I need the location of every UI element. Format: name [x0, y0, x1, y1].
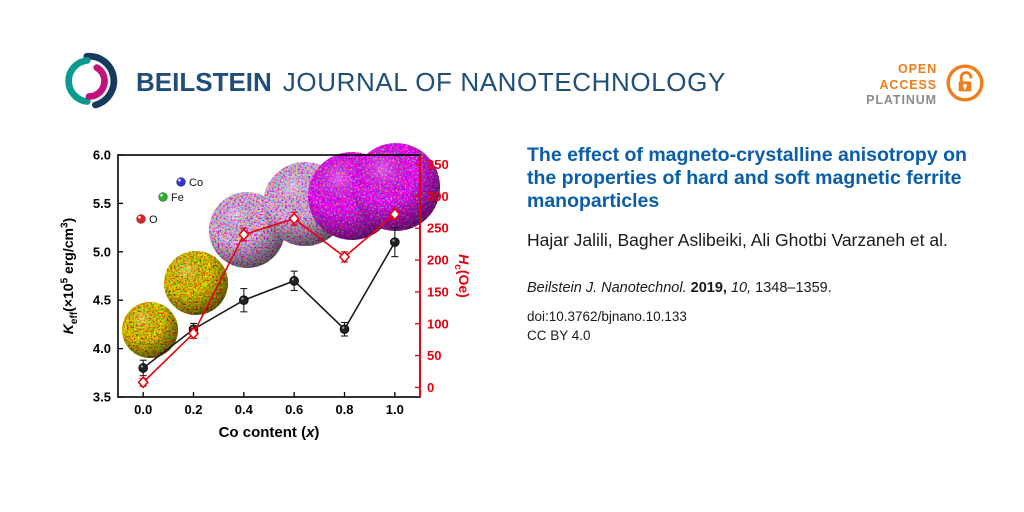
- y-right-tick-label: 350: [427, 157, 449, 172]
- article-meta: The effect of magneto-crystalline anisot…: [527, 144, 989, 343]
- series-hc: [137, 207, 401, 389]
- y-right-tick-label: 200: [427, 253, 449, 268]
- x-tick-label: 0.6: [285, 402, 303, 417]
- y-axis-label-right: Hc(Oe): [452, 254, 472, 298]
- open-access-label-platinum: PLATINUM: [866, 93, 937, 108]
- y-left-tick-label: 5.0: [93, 244, 111, 259]
- article-title[interactable]: The effect of magneto-crystalline anisot…: [527, 144, 967, 212]
- nanoparticle-sphere: [164, 251, 228, 315]
- legend-item-fe: Fe: [158, 192, 184, 204]
- x-tick-label: 1.0: [386, 402, 404, 417]
- beilstein-swirl-icon: [65, 52, 118, 109]
- legend-label: O: [149, 214, 158, 226]
- citation-year: 2019,: [690, 280, 727, 297]
- y-left-tick-label: 5.5: [93, 196, 111, 211]
- legend-item-o: O: [136, 214, 158, 226]
- article-license: CC BY 4.0: [527, 328, 591, 344]
- open-lock-icon: [944, 62, 986, 109]
- y-right-tick-label: 0: [427, 380, 434, 395]
- article-doi[interactable]: doi:10.3762/bjnano.10.133: [527, 309, 687, 325]
- y-right-tick-label: 300: [427, 189, 449, 204]
- beilstein-logo-icon: [58, 50, 120, 112]
- brand-subtitle: JOURNAL OF NANOTECHNOLOGY: [282, 67, 726, 97]
- citation-journal: Beilstein J. Nanotechnol.: [527, 280, 687, 297]
- legend-label: Fe: [171, 192, 184, 204]
- open-access-labels: OPEN ACCESS PLATINUM: [866, 62, 937, 109]
- open-access-badge: OPEN ACCESS PLATINUM: [866, 62, 986, 109]
- nanoparticle-sphere: [122, 302, 178, 358]
- y-axis-label-left: Keff(×105 erg/cm3): [60, 218, 80, 334]
- article-authors: Hajar Jalili, Bagher Aslibeiki, Ali Ghot…: [527, 230, 948, 251]
- x-tick-label: 0.2: [184, 402, 202, 417]
- chart-canvas: Co Fe O 0.0 0.2 0.4 0.6 0.8 1.0 3.5 4.0 4.5 5.0 5.5 6.…: [60, 143, 472, 441]
- brand-name: BEILSTEIN: [136, 67, 272, 97]
- y-right-tick-label: 50: [427, 348, 441, 363]
- y-left-tick-label: 3.5: [93, 390, 111, 405]
- y-right-tick-label: 150: [427, 284, 449, 299]
- open-access-label-open: OPEN: [897, 62, 937, 77]
- article-citation: Beilstein J. Nanotechnol. 2019, 10, 1348…: [527, 280, 989, 296]
- open-access-label-access: ACCESS: [879, 77, 937, 92]
- y-right-tick-label: 250: [427, 221, 449, 236]
- x-tick-label: 0.8: [335, 402, 353, 417]
- y-left-tick-label: 4.5: [93, 293, 111, 308]
- y-left-tick-label: 6.0: [93, 148, 111, 163]
- legend-label: Co: [189, 177, 203, 189]
- x-tick-label: 0.0: [134, 402, 152, 417]
- journal-masthead: BEILSTEIN JOURNAL OF NANOTECHNOLOGY: [136, 67, 726, 98]
- x-tick-label: 0.4: [235, 402, 254, 417]
- y-left-tick-label: 4.0: [93, 341, 111, 356]
- citation-volume: 10,: [730, 280, 752, 297]
- graphical-abstract: Co Fe O 0.0 0.2 0.4 0.6 0.8 1.0 3.5 4.0 4.5 5.0 5.5 6.…: [60, 140, 475, 465]
- x-axis-label: Co content (x): [219, 424, 320, 441]
- citation-pages: 1348–1359.: [755, 280, 832, 297]
- legend-item-co: Co: [176, 177, 203, 189]
- y-right-tick-label: 100: [427, 316, 449, 331]
